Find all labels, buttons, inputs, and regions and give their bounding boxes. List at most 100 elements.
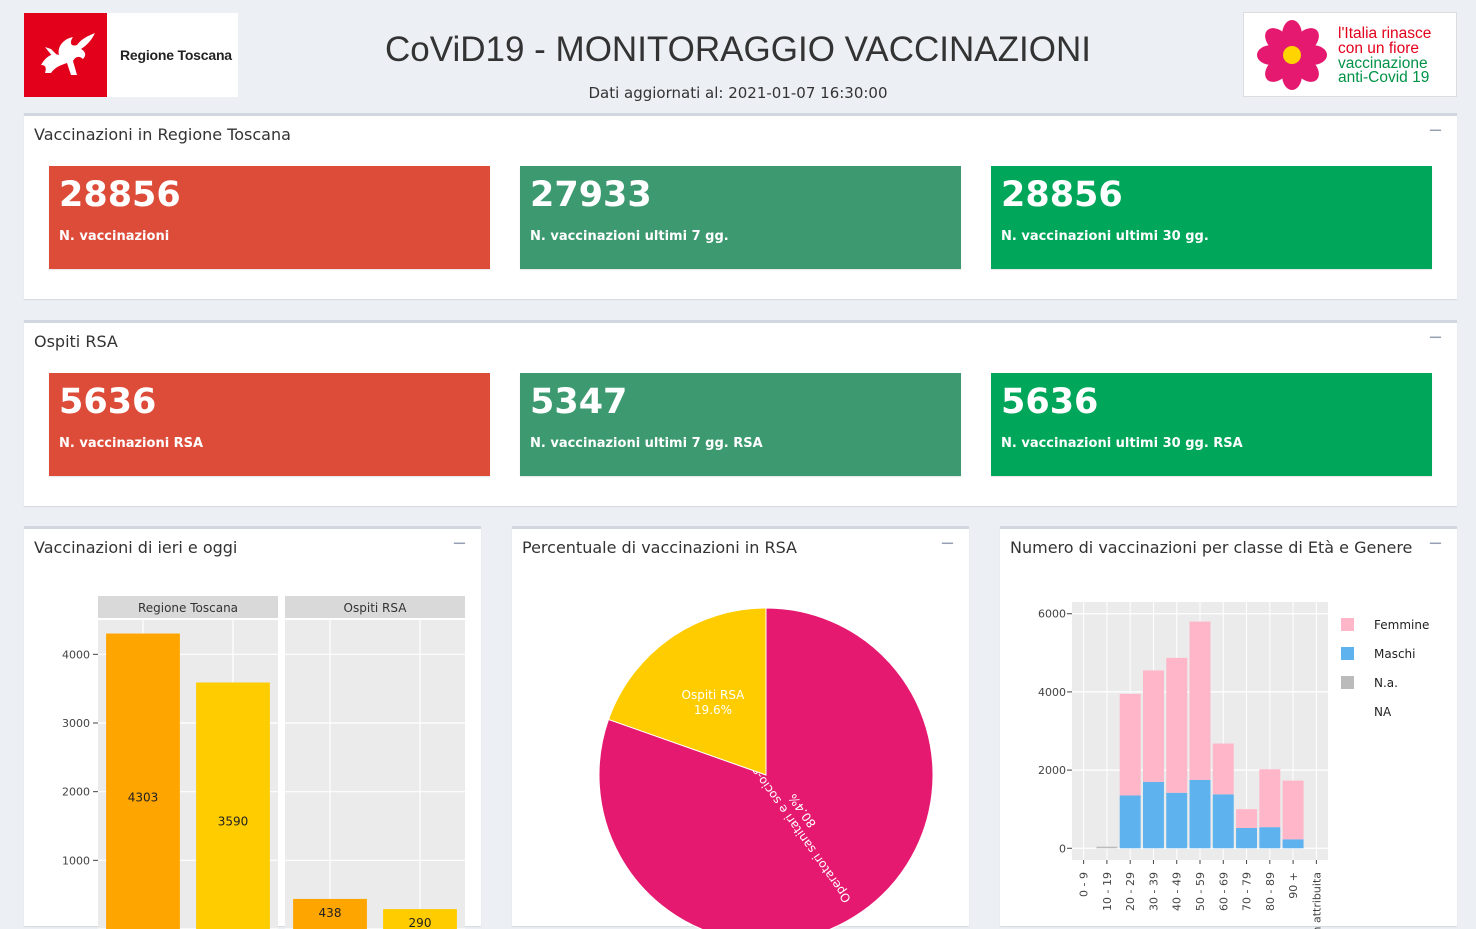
daily-vaccinations-chart: Regione Toscana 4303 3590 Ospiti RSA 438 290 1… <box>62 596 465 929</box>
x-tick-label-group: 0 - 9 <box>1078 872 1091 897</box>
legend-swatch <box>1341 676 1354 689</box>
x-tick-label: 90 + <box>1287 872 1300 899</box>
value-box-number: 5636 <box>1001 382 1099 422</box>
y-tick-label: 0 <box>1059 842 1066 855</box>
value-box-rsa-30-days: 5636 N. vaccinazioni ultimi 30 gg. RSA <box>991 373 1432 476</box>
region-logo-text: Regione Toscana <box>120 47 232 63</box>
value-box-label: N. vaccinazioni ultimi 30 gg. <box>1001 229 1209 244</box>
stacked-bar-segment <box>1142 670 1164 782</box>
pie-slice <box>598 607 934 929</box>
stacked-bar-segment <box>1236 827 1258 849</box>
age-gender-chart: 0 - 9 10 - 19 20 - 29 30 - 39 40 - 49 50 - 59… <box>1038 602 1429 929</box>
stacked-bar-segment <box>1259 827 1281 849</box>
box-title: Vaccinazioni in Regione Toscana <box>34 125 291 144</box>
x-tick-label-group: 80 - 89 <box>1264 872 1277 911</box>
value-box-rsa-7-days: 5347 N. vaccinazioni ultimi 7 gg. RSA <box>520 373 961 476</box>
legend-swatch <box>1341 618 1354 631</box>
stacked-bar-segment <box>1189 621 1211 780</box>
legend-swatch <box>1341 647 1354 660</box>
stacked-bar-segment <box>1142 781 1164 849</box>
value-box-rsa-total: 5636 N. vaccinazioni RSA <box>49 373 490 476</box>
value-box-label: N. vaccinazioni RSA <box>59 436 204 451</box>
box-title: Vaccinazioni di ieri e oggi <box>34 538 238 557</box>
y-tick-label: 1000 <box>62 854 90 867</box>
flower-icon <box>1257 20 1327 90</box>
x-tick-label-group: 10 - 19 <box>1101 872 1114 911</box>
x-tick-label: 50 - 59 <box>1194 872 1207 911</box>
x-tick-label: 10 - 19 <box>1101 872 1114 911</box>
rsa-percentage-box: Percentuale di vaccinazioni in RSA − Ope… <box>512 526 969 929</box>
collapse-button[interactable]: − <box>1427 533 1443 554</box>
stacked-bar-segment <box>1119 693 1141 796</box>
collapse-button[interactable]: − <box>939 533 955 554</box>
legend-swatch <box>1341 705 1354 718</box>
bar-value-label: 3590 <box>218 815 249 829</box>
pegasus-icon <box>24 13 107 97</box>
collapse-button[interactable]: − <box>451 533 467 554</box>
x-tick-label: Non attribuita <box>1310 872 1323 929</box>
bar-value-label: 4303 <box>128 790 159 804</box>
box-title: Ospiti RSA <box>34 332 118 351</box>
x-tick-label-group: 90 + <box>1287 872 1300 899</box>
value-box-number: 28856 <box>1001 175 1123 215</box>
value-box-number: 5347 <box>530 382 628 422</box>
collapse-button[interactable]: − <box>1427 120 1443 141</box>
pie-slice-label: Ospiti RSA <box>682 688 746 702</box>
collapse-button[interactable]: − <box>1427 327 1443 348</box>
value-box-number: 27933 <box>530 175 652 215</box>
stacked-bar-segment <box>1282 780 1304 840</box>
pie-slice-percent: 19.6% <box>694 703 732 717</box>
facet-strip <box>285 596 465 618</box>
stacked-bar-segment <box>1166 792 1188 849</box>
y-tick-label: 6000 <box>1038 608 1066 621</box>
regione-toscana-logo: Regione Toscana <box>24 13 238 97</box>
box-title: Percentuale di vaccinazioni in RSA <box>522 538 797 557</box>
daily-vaccinations-box: Vaccinazioni di ieri e oggi − Regione To… <box>24 526 481 929</box>
x-tick-label-group: 70 - 79 <box>1241 872 1254 911</box>
value-box-label: N. vaccinazioni ultimi 7 gg. RSA <box>530 436 763 451</box>
y-tick-label: 3000 <box>62 717 90 730</box>
legend-label: N.a. <box>1374 676 1398 690</box>
vaccination-campaign-logo: l'Italia rinasce con un fiore vaccinazio… <box>1243 12 1457 97</box>
x-tick-label-group: Non attribuita <box>1310 872 1323 929</box>
panel-background <box>285 620 465 929</box>
stacked-bar-segment <box>1236 809 1258 828</box>
value-box-label: N. vaccinazioni ultimi 7 gg. <box>530 229 729 244</box>
x-tick-label-group: 40 - 49 <box>1171 872 1184 911</box>
legend-label: Maschi <box>1374 647 1416 661</box>
y-tick-label: 4000 <box>62 648 90 661</box>
bar-value-label: 290 <box>409 916 432 929</box>
y-tick-label: 2000 <box>62 786 90 799</box>
value-box-number: 28856 <box>59 175 181 215</box>
value-box-7-days: 27933 N. vaccinazioni ultimi 7 gg. <box>520 166 961 269</box>
last-updated: Dati aggiornati al: 2021-01-07 16:30:00 <box>588 84 888 102</box>
x-tick-label: 30 - 39 <box>1147 872 1160 911</box>
stacked-bar-segment <box>1189 779 1211 849</box>
stacked-bar-segment <box>1212 743 1234 795</box>
regione-vaccinations-box: Vaccinazioni in Regione Toscana − 28856 … <box>24 113 1457 299</box>
stacked-bar-segment <box>1166 657 1188 793</box>
y-tick-label: 4000 <box>1038 686 1066 699</box>
stacked-bar-segment <box>1282 839 1304 849</box>
value-box-number: 5636 <box>59 382 157 422</box>
x-tick-label: 80 - 89 <box>1264 872 1277 911</box>
x-tick-label: 20 - 29 <box>1124 872 1137 911</box>
age-gender-box: Numero di vaccinazioni per classe di Età… <box>1000 526 1457 929</box>
bar <box>196 682 270 929</box>
campaign-logo-line: vaccinazione <box>1338 55 1428 72</box>
x-tick-label: 60 - 69 <box>1217 872 1230 911</box>
x-tick-label: 40 - 49 <box>1171 872 1184 911</box>
facet-label: Ospiti RSA <box>344 601 408 615</box>
x-tick-label-group: 20 - 29 <box>1124 872 1137 911</box>
campaign-logo-line: l'Italia rinasce <box>1338 25 1432 42</box>
x-tick-label-group: 60 - 69 <box>1217 872 1230 911</box>
rsa-guests-box: Ospiti RSA − 5636 N. vaccinazioni RSA 53… <box>24 320 1457 506</box>
x-tick-label-group: 50 - 59 <box>1194 872 1207 911</box>
rsa-percentage-pie-chart: Operatori sanitari e socio-sanitari80.4%… <box>598 607 934 929</box>
pie-slice <box>607 607 767 776</box>
facet-label: Regione Toscana <box>138 601 238 615</box>
stacked-bar-segment <box>1212 794 1234 849</box>
page-title: CoViD19 - MONITORAGGIO VACCINAZIONI <box>385 30 1091 69</box>
x-tick-label: 70 - 79 <box>1241 872 1254 911</box>
header: Regione Toscana CoViD19 - MONITORAGGIO V… <box>0 0 1476 112</box>
